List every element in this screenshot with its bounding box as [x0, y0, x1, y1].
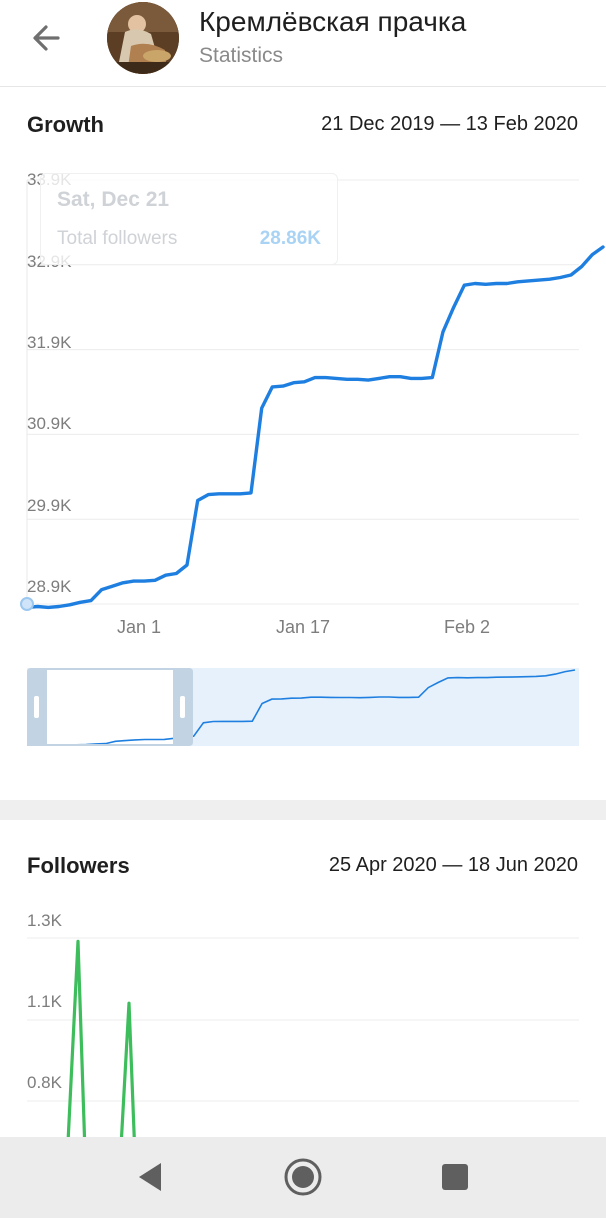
- growth-xtick: Jan 1: [116, 617, 162, 637]
- nav-recents-button[interactable]: [415, 1137, 495, 1218]
- system-navigation-bar: [0, 1137, 606, 1218]
- nav-back-button[interactable]: [111, 1137, 191, 1218]
- followers-ytick: 1.3K: [27, 911, 62, 930]
- page-subtitle: Statistics: [199, 44, 284, 67]
- app-header: Кремлёвская прачка Statistics: [0, 0, 606, 87]
- followers-title: Followers: [27, 853, 130, 878]
- range-navigator[interactable]: [0, 660, 606, 760]
- page-title: Кремлёвская прачка: [199, 6, 467, 37]
- navigator-line: [46, 669, 576, 746]
- tooltip-label: Total followers: [57, 228, 178, 249]
- growth-title: Growth: [27, 112, 104, 137]
- growth-ytick: 31.9K: [27, 333, 72, 352]
- back-arrow-icon: [33, 25, 60, 51]
- navigator-window-top: [47, 668, 173, 670]
- navigator-window[interactable]: [47, 668, 173, 746]
- home-nav-icon: [284, 1158, 322, 1196]
- growth-series-line: [25, 245, 605, 610]
- back-nav-icon: [139, 1163, 161, 1191]
- growth-cursor-point: [20, 597, 34, 611]
- growth-tooltip: Sat, Dec 21 Total followers 28.86K: [40, 173, 338, 265]
- followers-ytick: 1.1K: [27, 992, 62, 1011]
- back-button[interactable]: [22, 20, 72, 56]
- recents-nav-icon: [442, 1164, 468, 1190]
- nav-home-button[interactable]: [263, 1137, 343, 1218]
- right-handle-grip: [180, 696, 185, 718]
- growth-xtick: Jan 17: [275, 617, 331, 637]
- section-divider: [0, 800, 606, 820]
- growth-ytick: 30.9K: [27, 414, 72, 433]
- growth-date-range[interactable]: 21 Dec 2019 — 13 Feb 2020: [321, 113, 578, 135]
- growth-ytick: 29.9K: [27, 496, 72, 515]
- growth-chart[interactable]: [0, 0, 606, 660]
- growth-ytick: 28.9K: [27, 577, 72, 596]
- tooltip-value: 28.86K: [259, 228, 321, 249]
- navigator-window-bottom: [47, 744, 173, 746]
- followers-date-range[interactable]: 25 Apr 2020 — 18 Jun 2020: [328, 854, 578, 876]
- followers-ytick: 0.8K: [27, 1073, 62, 1092]
- followers-series-line: [66, 939, 136, 1140]
- growth-xtick: Feb 2: [443, 617, 491, 637]
- followers-chart[interactable]: [0, 880, 606, 1140]
- tooltip-date: Sat, Dec 21: [57, 188, 170, 211]
- left-handle-grip: [34, 696, 39, 718]
